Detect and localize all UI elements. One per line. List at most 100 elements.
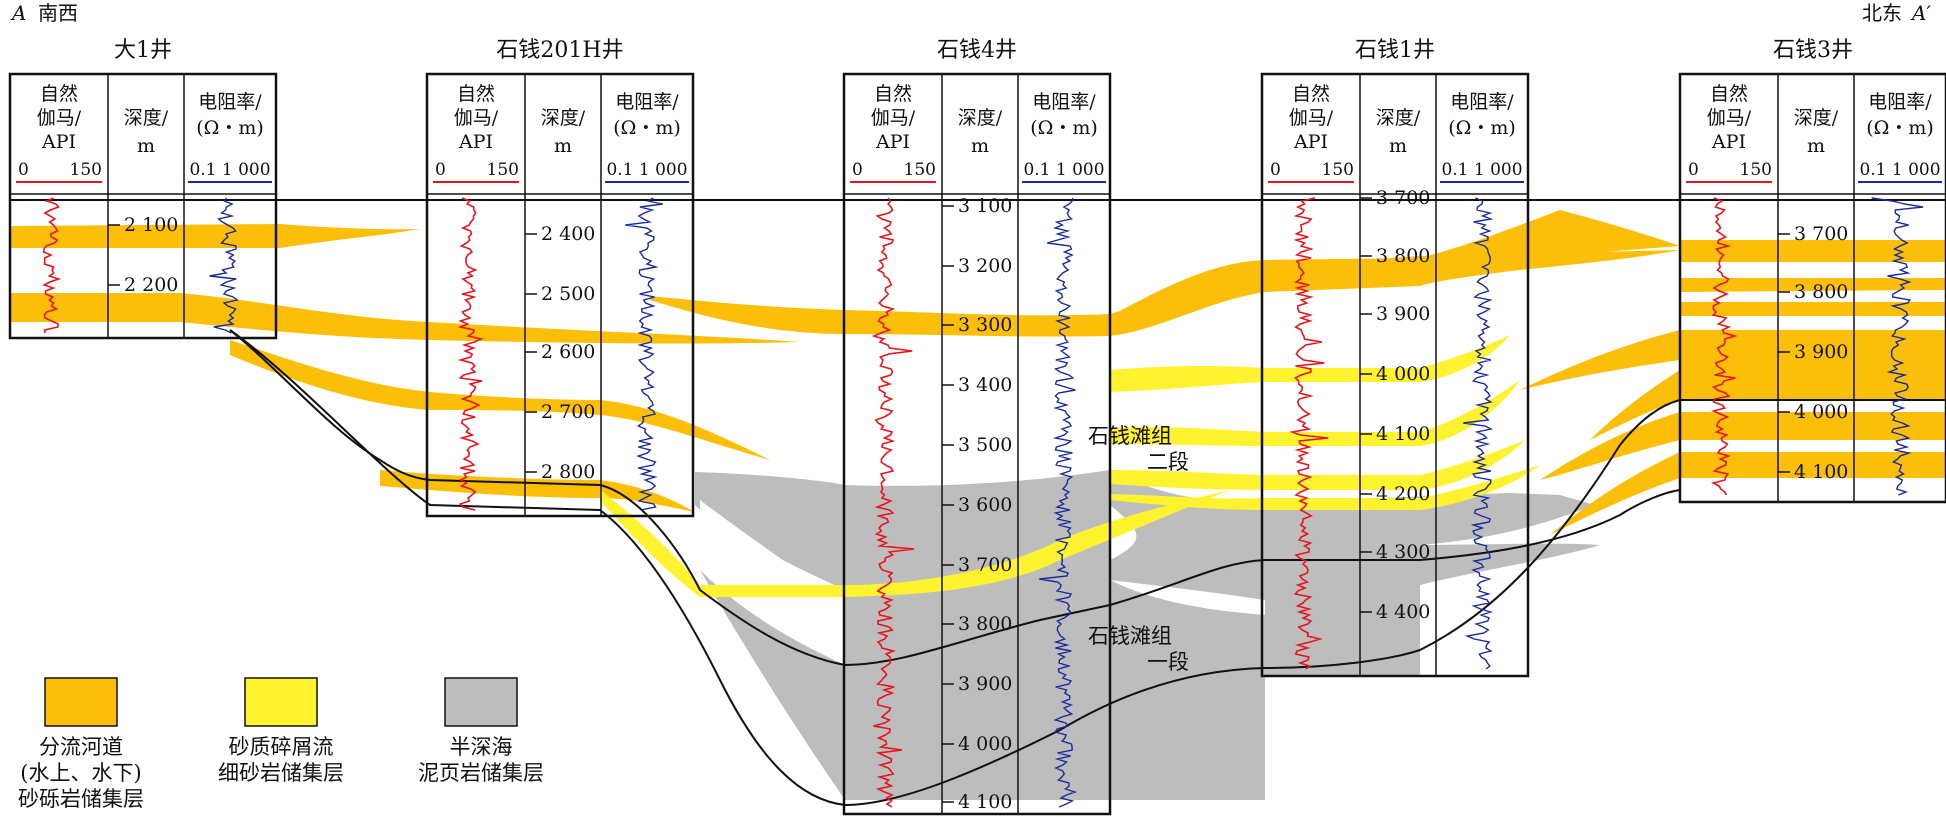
gamma-header-1: 自然	[1292, 83, 1330, 105]
gamma-header-1: 自然	[1710, 83, 1748, 105]
gamma-header-1: 自然	[40, 83, 78, 105]
gamma-curve	[1711, 197, 1738, 496]
gamma-scale-max: 150	[70, 160, 102, 180]
depth-label: 2 600	[541, 341, 595, 363]
depth-label: 3 800	[1794, 281, 1848, 303]
orange-band-main	[650, 250, 1680, 337]
depth-label: 3 800	[958, 613, 1012, 635]
resistivity-curve	[625, 197, 663, 511]
basal-line	[229, 329, 1946, 807]
gamma-header-1: 自然	[457, 83, 495, 105]
depth-header-2: m	[971, 135, 989, 157]
depth-label: 4 200	[1376, 483, 1430, 505]
depth-label: 3 500	[958, 434, 1012, 456]
depth-label: 4 000	[958, 733, 1012, 755]
orange-band-shiqian3-c	[1680, 302, 1946, 316]
depth-label: 4 100	[1794, 461, 1848, 483]
depth-header-1: 深度/	[1376, 107, 1421, 129]
gamma-header-1: 自然	[874, 83, 912, 105]
depth-label: 3 700	[1376, 187, 1430, 209]
gamma-header-3: API	[1293, 131, 1328, 153]
legend-orange-line1: 分流河道	[39, 735, 123, 759]
gamma-scale-max: 150	[1322, 160, 1354, 180]
orange-band-2	[10, 293, 800, 344]
right-letter: A′	[1910, 1, 1931, 25]
depth-header-2: m	[1389, 135, 1407, 157]
gamma-header-2: 伽马/	[37, 107, 82, 129]
depth-header-1: 深度/	[541, 107, 586, 129]
right-direction: 北东	[1862, 1, 1902, 25]
legend-yellow-line2: 细砂岩储集层	[218, 761, 344, 785]
gamma-scale-max: 150	[487, 160, 519, 180]
depth-label: 3 100	[958, 195, 1012, 217]
depth-header-1: 深度/	[124, 107, 169, 129]
gamma-scale-min: 0	[435, 160, 446, 180]
gamma-header-3: API	[1711, 131, 1746, 153]
res-scale: 0.1 1 000	[1441, 160, 1522, 180]
yellow-band-1-d	[1110, 465, 1540, 510]
gamma-curve	[42, 197, 62, 334]
orange-band-shiqian3-e	[1680, 412, 1946, 440]
gray-body-slope	[700, 570, 845, 800]
orange-band-shiqian3-b	[1680, 278, 1946, 292]
legend-swatch-gray	[444, 677, 518, 727]
gray-body-right-upper	[1420, 543, 1600, 585]
res-header-2: (Ω・m)	[613, 117, 681, 139]
depth-label: 3 900	[1376, 303, 1430, 325]
res-header-1: 电阻率/	[615, 91, 679, 113]
yellow-band-1-b	[1110, 380, 1520, 446]
res-header-1: 电阻率/	[1868, 91, 1932, 113]
depth-header-1: 深度/	[958, 107, 1003, 129]
gamma-header-3: API	[875, 131, 910, 153]
depth-label: 3 300	[958, 314, 1012, 336]
resistivity-curve	[1039, 197, 1078, 808]
depth-label: 2 400	[541, 223, 595, 245]
gamma-header-3: API	[41, 131, 76, 153]
legend-yellow-line1: 砂质碎屑流	[229, 735, 334, 759]
res-scale: 0.1 1 000	[606, 160, 687, 180]
formation-lower-line1: 石钱滩组	[1088, 624, 1172, 648]
gamma-header-2: 伽马/	[1707, 107, 1752, 129]
depth-label: 4 400	[1376, 601, 1430, 623]
formation-upper-line2: 二段	[1147, 450, 1189, 474]
depth-label: 3 800	[1376, 245, 1430, 267]
depth-header-2: m	[137, 135, 155, 157]
depth-label: 2 500	[541, 283, 595, 305]
depth-label: 3 700	[1794, 223, 1848, 245]
gray-body-right	[1265, 493, 1595, 675]
yellow-band-1-c	[1110, 440, 1525, 490]
depth-label: 3 900	[1794, 341, 1848, 363]
resistivity-curve	[209, 197, 239, 334]
legend-swatch-orange	[44, 677, 118, 727]
lower-boundary-da1-201h	[229, 329, 1681, 667]
res-scale: 0.1 1 000	[1023, 160, 1104, 180]
depth-label: 3 400	[958, 374, 1012, 396]
well-frame	[8, 72, 278, 340]
depth-label: 2 700	[541, 401, 595, 423]
depth-label: 4 000	[1376, 363, 1430, 385]
legend: 分流河道 (水上、水下) 砂砾岩储集层 砂质碎屑流 细砂岩储集层 半深海 泥页岩…	[18, 677, 544, 811]
depth-label: 4 300	[1376, 541, 1430, 563]
resistivity-curve	[1463, 197, 1494, 670]
depth-label: 3 700	[958, 554, 1012, 576]
orange-band-shiqian3-d	[1680, 330, 1946, 400]
legend-orange-line3: 砂砾岩储集层	[18, 787, 144, 811]
orange-tongues-right	[1520, 330, 1680, 535]
depth-label: 3 600	[958, 494, 1012, 516]
res-header-2: (Ω・m)	[1866, 117, 1934, 139]
formation-lower-line2: 一段	[1147, 650, 1189, 674]
depth-label: 4 000	[1794, 401, 1848, 423]
well-name: 石钱201H井	[496, 38, 623, 63]
left-direction: 南西	[38, 1, 78, 25]
gray-body-left-basin	[695, 472, 845, 590]
well-name: 石钱1井	[1355, 38, 1435, 63]
gamma-scale-max: 150	[1740, 160, 1772, 180]
depth-label: 3 200	[958, 255, 1012, 277]
gamma-curve	[1289, 197, 1329, 670]
resistivity-curve	[1871, 197, 1924, 496]
yellow-sand-bodies	[600, 335, 1540, 597]
